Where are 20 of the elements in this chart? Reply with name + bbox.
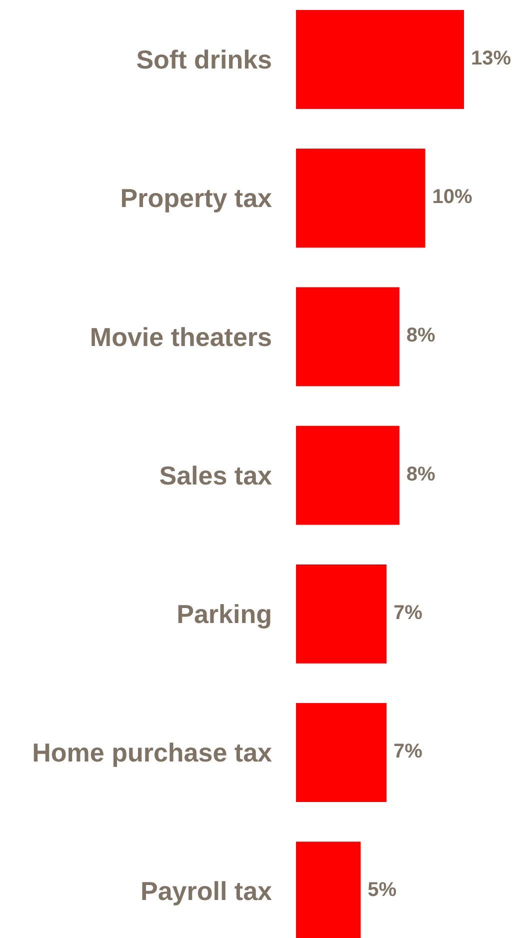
bar [296, 287, 400, 386]
data-label: 8% [406, 463, 436, 486]
y-tick-label: Property tax [120, 183, 273, 214]
data-label: 13% [471, 47, 512, 70]
data-label: 7% [393, 602, 423, 624]
bar [296, 10, 464, 109]
y-tick-label: Sales tax [159, 460, 273, 490]
data-label: 8% [406, 324, 436, 347]
y-tick-label: Soft drinks [136, 44, 272, 75]
bar [296, 703, 386, 802]
y-tick-label: Payroll tax [140, 876, 273, 906]
bar [296, 426, 400, 525]
y-tick-label: Movie theaters [90, 322, 272, 352]
data-label: 7% [393, 740, 423, 763]
y-tick-label: Parking [176, 599, 272, 630]
data-label: 5% [368, 879, 397, 902]
data-label: 10% [432, 186, 472, 208]
y-tick-label: Home purchase tax [32, 738, 273, 768]
bar [296, 148, 426, 248]
bar [296, 564, 386, 664]
